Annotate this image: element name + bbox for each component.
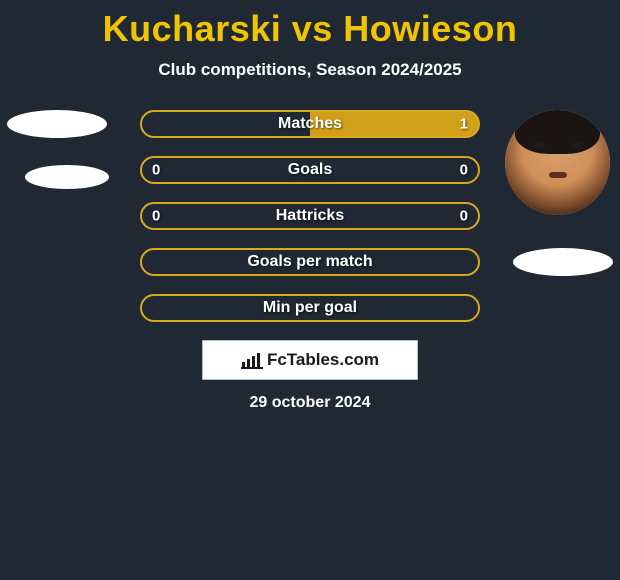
stat-gpm-label: Goals per match (247, 253, 372, 271)
season-subtitle: Club competitions, Season 2024/2025 (0, 60, 620, 80)
player-right-avatar (505, 110, 610, 215)
footer-date: 29 october 2024 (0, 394, 620, 412)
page-title: Kucharski vs Howieson (0, 0, 620, 50)
stat-row-goals-per-match: Goals per match (140, 248, 480, 276)
avatar-shadow-right (513, 248, 613, 276)
stat-matches-right: 1 (460, 116, 468, 133)
stat-goals-label: Goals (288, 161, 332, 179)
stat-matches-label: Matches (278, 115, 342, 133)
stats-area: Matches 1 0 Goals 0 0 Hattricks 0 Goals … (0, 110, 620, 322)
stat-mpg-label: Min per goal (263, 299, 357, 317)
fctables-logo-link[interactable]: FcTables.com (202, 340, 418, 380)
face-icon (505, 110, 610, 215)
stat-hattricks-right: 0 (460, 208, 468, 225)
stat-row-matches: Matches 1 (140, 110, 480, 138)
stat-hattricks-left: 0 (152, 208, 160, 225)
stat-row-hattricks: 0 Hattricks 0 (140, 202, 480, 230)
avatar-shadow-left-1 (7, 110, 107, 138)
face-mouth-icon (549, 172, 567, 178)
avatar-shadow-left-2 (25, 165, 109, 189)
stat-row-goals: 0 Goals 0 (140, 156, 480, 184)
widget-root: Kucharski vs Howieson Club competitions,… (0, 0, 620, 580)
stat-hattricks-label: Hattricks (276, 207, 344, 225)
logo-text: FcTables.com (267, 350, 379, 370)
stat-row-min-per-goal: Min per goal (140, 294, 480, 322)
stat-goals-left: 0 (152, 162, 160, 179)
stat-goals-right: 0 (460, 162, 468, 179)
bar-chart-icon (241, 351, 263, 369)
